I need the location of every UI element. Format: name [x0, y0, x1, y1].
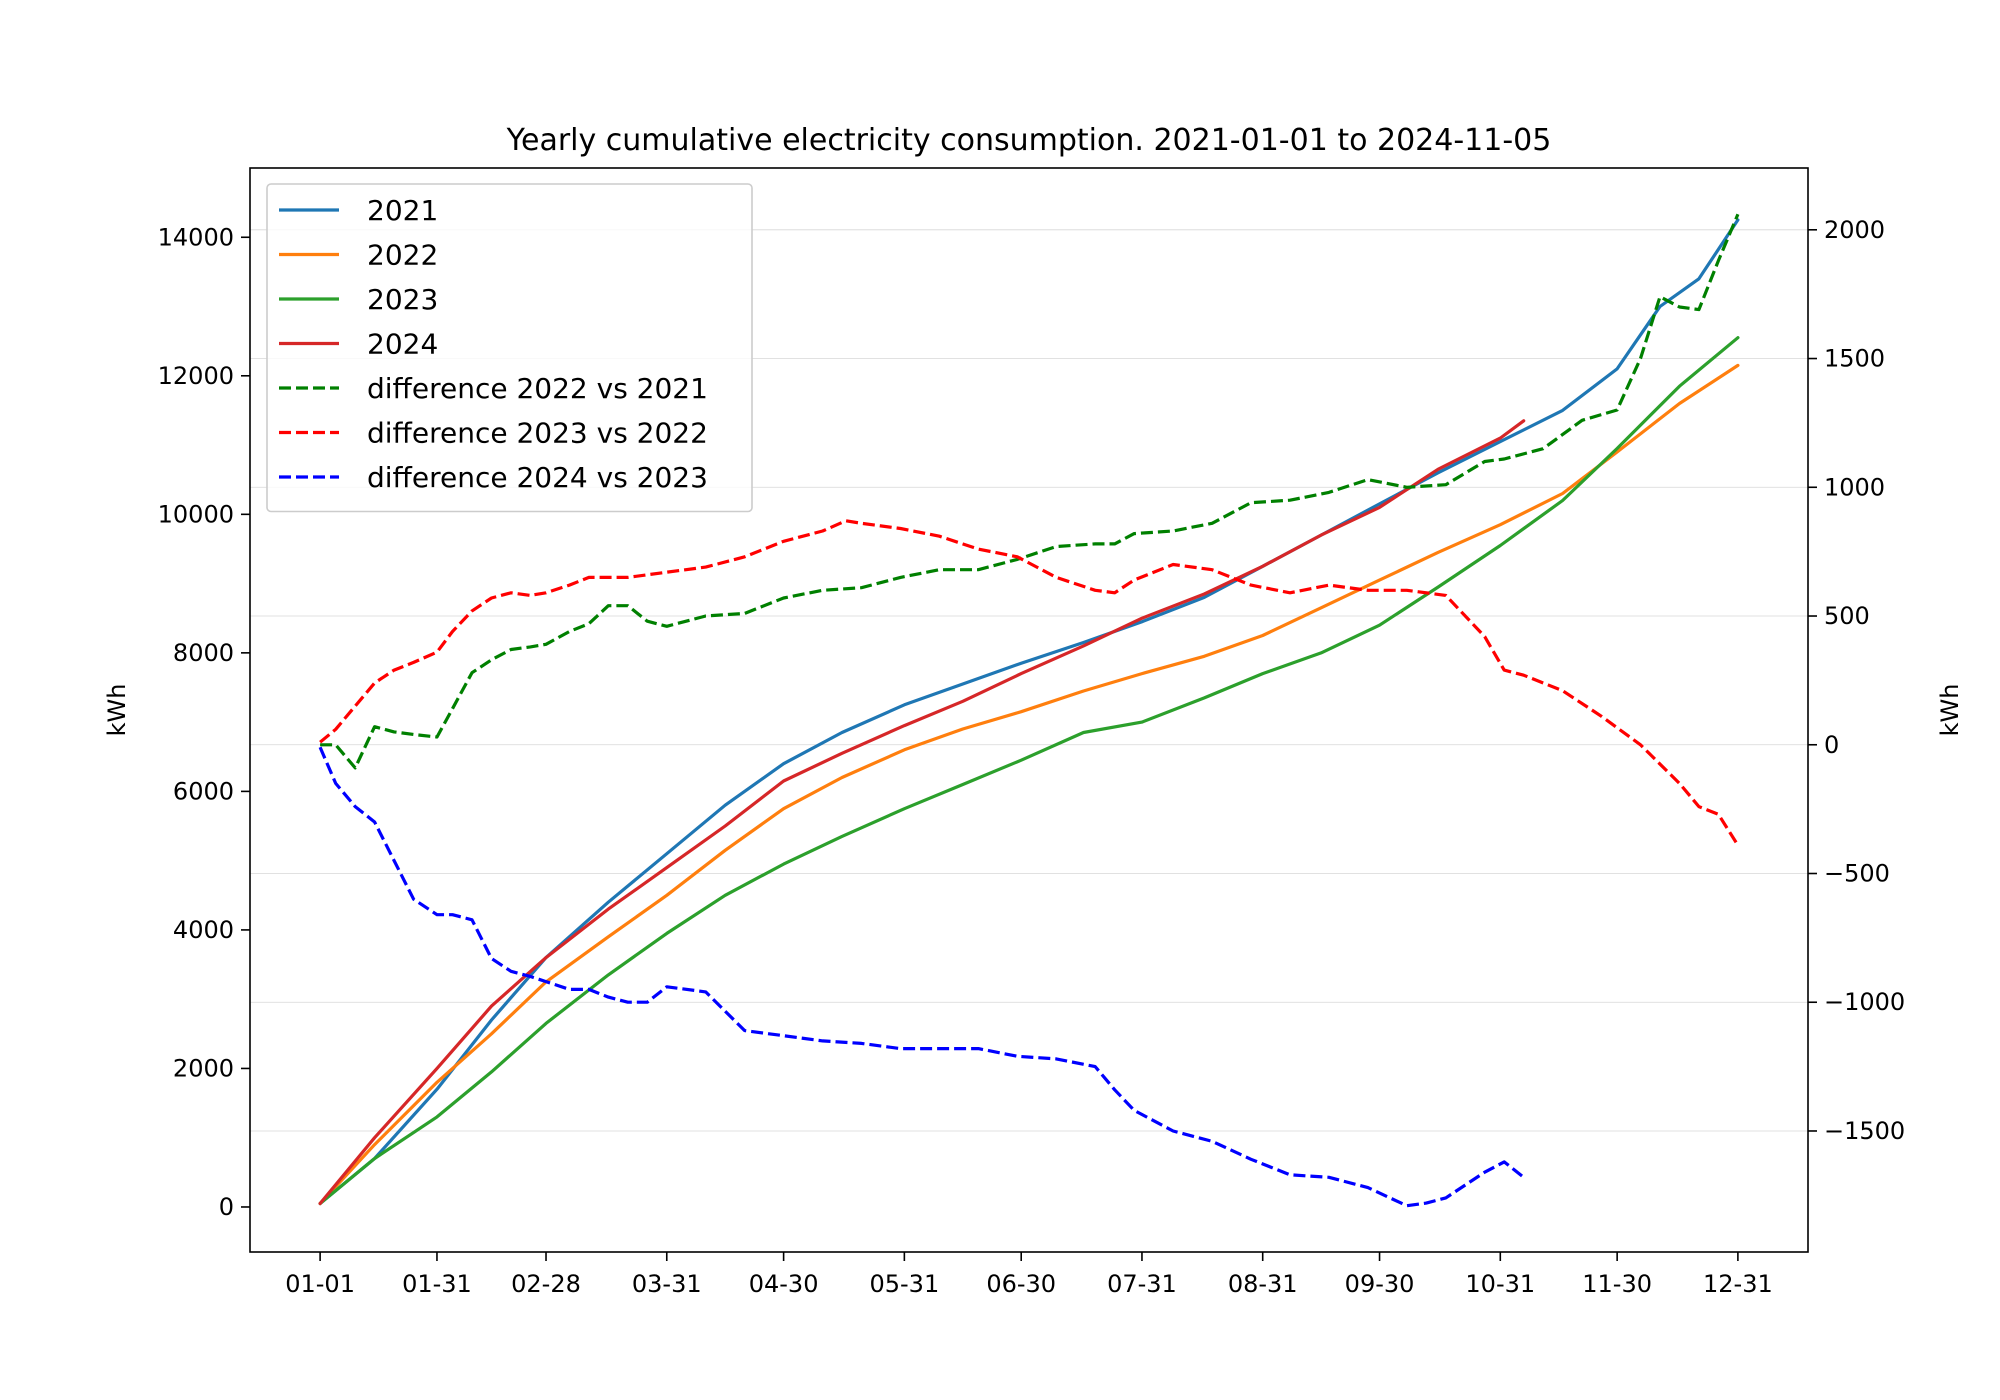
- chart-title: Yearly cumulative electricity consumptio…: [506, 123, 1552, 158]
- x-tick-label: 08-31: [1228, 1270, 1298, 1298]
- x-tick-label: 02-28: [511, 1270, 581, 1298]
- legend-label: difference 2024 vs 2023: [367, 461, 708, 494]
- y-left-tick-label: 2000: [173, 1054, 234, 1082]
- y-right-tick-label: −500: [1824, 860, 1890, 888]
- x-tick-label: 03-31: [632, 1270, 702, 1298]
- series-line: [318, 336, 1740, 1206]
- y-left-tick-label: 14000: [158, 223, 234, 251]
- legend-box: [266, 183, 753, 513]
- y-axis-right-title: kWh: [1936, 684, 1964, 737]
- legend-label: 2022: [367, 239, 438, 272]
- legend-label: difference 2022 vs 2021: [367, 372, 708, 405]
- y-left-tick-label: 6000: [173, 777, 234, 805]
- y-axis-right: −1500 −1000 −500 0 500 1000 1500 2000: [1808, 216, 1905, 1145]
- y-left-tick-label: 12000: [158, 362, 234, 390]
- y-right-tick-label: 1000: [1824, 473, 1885, 501]
- x-tick-label: 10-31: [1465, 1270, 1535, 1298]
- y-right-tick-label: 2000: [1824, 216, 1885, 244]
- x-tick-label: 01-31: [402, 1270, 472, 1298]
- y-axis-left-title: kWh: [103, 684, 131, 737]
- series-line: [318, 419, 1526, 1206]
- x-tick-label: 01-01: [285, 1270, 355, 1298]
- x-tick-label: 09-30: [1345, 1270, 1415, 1298]
- x-tick-label: 07-31: [1107, 1270, 1177, 1298]
- x-tick-label: 05-31: [869, 1270, 939, 1298]
- y-left-tick-label: 4000: [173, 916, 234, 944]
- legend-label: 2023: [367, 283, 438, 316]
- y-right-tick-label: 0: [1824, 731, 1839, 759]
- y-right-tick-label: 500: [1824, 602, 1870, 630]
- plot-frame: [249, 167, 1809, 1253]
- y-left-tick-label: 10000: [158, 500, 234, 528]
- y-left-tick-label: 8000: [173, 639, 234, 667]
- x-axis: 01-01 01-31 02-28 03-31 04-30 05-31 06-30 07-31…: [285, 1252, 1773, 1298]
- legend-label: 2021: [367, 194, 438, 227]
- x-tick-label: 12-31: [1703, 1270, 1773, 1298]
- series-line: [319, 519, 1740, 847]
- y-right-tick-label: −1000: [1824, 988, 1905, 1016]
- legend-label: difference 2023 vs 2022: [367, 417, 708, 450]
- y-right-tick-label: −1500: [1824, 1117, 1905, 1145]
- y-left-tick-label: 0: [219, 1193, 234, 1221]
- x-tick-label: 11-30: [1582, 1270, 1652, 1298]
- x-tick-label: 04-30: [749, 1270, 819, 1298]
- legend: 2021 2022 2023 2024 difference 2022 vs 2021 d…: [266, 183, 753, 513]
- series-line: [318, 746, 1525, 1208]
- legend-label: 2024: [367, 328, 438, 361]
- y-right-tick-label: 1500: [1824, 345, 1885, 373]
- y-axis-left: 0 2000 4000 6000 8000 10000 12000 14000: [158, 223, 250, 1221]
- x-tick-label: 06-30: [986, 1270, 1056, 1298]
- plot-area: [318, 213, 1740, 1208]
